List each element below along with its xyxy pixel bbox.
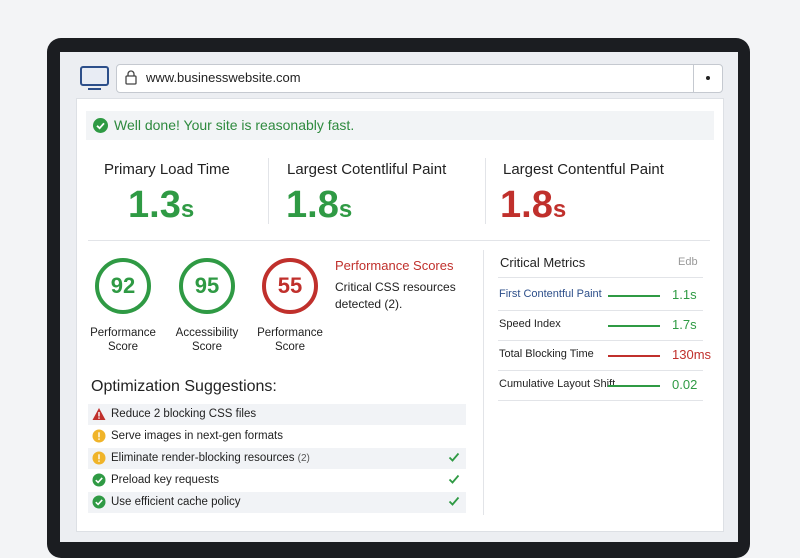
metric-number: 1.8 (286, 184, 339, 226)
metric-value: 1.8s (500, 184, 566, 227)
url: www.businesswebsite.com (146, 70, 301, 85)
metric-unit: s (552, 196, 567, 223)
divider (693, 65, 694, 92)
suggestion-text: Reduce 2 blocking CSS files (111, 408, 257, 420)
metric-label: First Contentful Paint (499, 288, 602, 300)
warning-icon (92, 451, 106, 465)
metric-unit: s (338, 196, 353, 223)
metric-label: Largest Contentful Paint (503, 161, 664, 178)
trend-bar (608, 355, 660, 357)
panel-tag: Edb (678, 256, 698, 268)
warning-icon (92, 429, 106, 443)
metric-value: 1.1s (672, 287, 697, 302)
status-text: Well done! Your site is reasonably fast. (114, 117, 355, 133)
status-banner (86, 111, 714, 140)
metric-label: Primary Load Time (104, 161, 230, 178)
score-ring: 92 (95, 258, 151, 314)
metric-number: 1.3 (128, 184, 181, 226)
lock-icon (125, 70, 137, 85)
trend-bar (608, 295, 660, 297)
metric-value: 1.7s (672, 317, 697, 332)
suggestion-row: Preload key requests (88, 470, 466, 491)
metric-label: Cumulative Layout Shift (499, 378, 616, 390)
error-icon (92, 408, 106, 420)
trend-bar (608, 385, 660, 387)
section-title: Optimization Suggestions: (91, 378, 277, 395)
suggestion-count: (2) (297, 453, 310, 464)
score-label: Accessibility Score (175, 327, 239, 353)
score-ring: 95 (179, 258, 235, 314)
divider (268, 158, 269, 224)
suggestion-row: Serve images in next-gen formats (88, 426, 466, 447)
metric-value: 130ms (672, 347, 712, 362)
metric-value: 0.02 (672, 377, 698, 392)
check-mark (448, 452, 460, 462)
note-text: Critical CSS resources detected (2). (335, 280, 456, 311)
suggestion-text: Serve images in next-gen formats (111, 430, 283, 442)
note-title: Performance Scores (335, 258, 454, 273)
address-bar[interactable] (116, 64, 723, 93)
check-mark (448, 474, 460, 484)
metric-label: Largest Cotentliful Paint (287, 161, 447, 178)
page: www.businesswebsite.com Well done! Your … (47, 38, 750, 558)
suggestion-row: Eliminate render-blocking resources (2) (88, 448, 466, 469)
divider (88, 240, 710, 241)
divider (498, 370, 703, 371)
score-ring: 55 (262, 258, 318, 314)
score-label: Performance Score (90, 327, 156, 353)
trend-bar (608, 325, 660, 327)
divider (498, 340, 703, 341)
metric-value: 1.8s (286, 184, 352, 227)
menu-dot[interactable] (706, 76, 710, 80)
score-label: Performance Score (257, 327, 323, 353)
metric-unit: s (180, 196, 195, 223)
divider (485, 158, 486, 224)
suggestion-row: Use efficient cache policy (88, 492, 466, 513)
section-title: Critical Metrics (500, 255, 586, 270)
metric-number: 1.8 (500, 184, 553, 226)
metric-value: 1.3s (128, 184, 194, 227)
divider (498, 277, 703, 278)
suggestion-text: Preload key requests (111, 474, 220, 486)
suggestion-row: Reduce 2 blocking CSS files (88, 404, 466, 425)
monitor-icon (80, 66, 109, 90)
check-mark (448, 496, 460, 506)
divider (498, 310, 703, 311)
pass-icon (92, 495, 106, 509)
ok-icon (93, 118, 108, 133)
pass-icon (92, 473, 106, 487)
metric-label: Speed Index (499, 318, 561, 330)
suggestion-text: Use efficient cache policy (111, 496, 241, 508)
metric-label: Total Blocking Time (499, 348, 594, 360)
divider (483, 250, 484, 515)
suggestion-text: Eliminate render-blocking resources (2) (111, 452, 310, 464)
divider (498, 400, 703, 401)
